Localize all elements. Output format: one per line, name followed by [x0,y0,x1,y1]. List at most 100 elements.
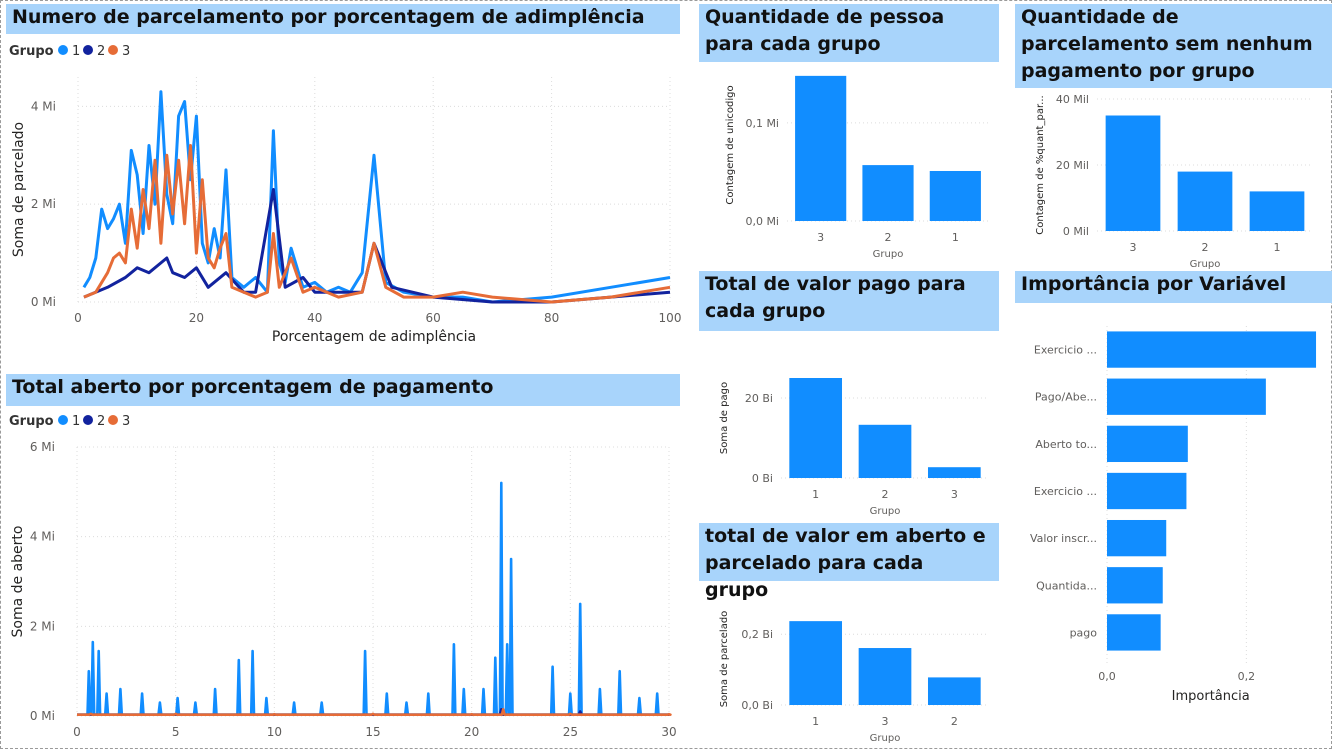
y-tick-label: Exercicio ... [1034,485,1097,498]
x-axis-label: Grupo [870,733,901,744]
bar-3 [795,75,847,221]
x-axis-label: Importância [1172,689,1250,704]
y-axis-label: Contagem de unicodigo [725,85,736,204]
panel-pessoas: Quantidade de pessoa para cada grupo 0,0… [699,4,999,266]
chart-title: Importância por Variável [1015,271,1332,303]
legend-entry: 1 [72,44,80,59]
legend-marker-3 [108,45,118,55]
x-tick-label: 1 [812,715,819,728]
y-tick-label: 0 Mi [31,295,56,309]
legend-title: Grupo [9,44,54,59]
legend: Grupo 1 2 3 [9,414,130,429]
legend: Grupo 1 2 3 [9,44,130,59]
x-tick-label: 1 [952,231,959,244]
bar-2 [927,677,981,705]
y-tick-label: 4 Mi [30,530,55,544]
y-tick-label: 2 Mi [30,619,55,633]
y-tick-label: 40 Mil [1056,93,1089,106]
chart-svg: 0 Mil 20 Mil 40 Mil 3 2 1 Grupo Contagem de %qu… [1035,93,1313,270]
panel-aberto-parcelado: total de valor em aberto e parcelado par… [699,523,999,745]
bar-variable [1107,378,1266,415]
series-line-2 [83,188,671,304]
panel-valor-pago: Total de valor pago para cada grupo 0 Bi… [699,271,999,523]
x-tick-label: 3 [951,488,958,501]
chart-title: Total aberto por porcentagem de pagament… [6,374,680,406]
x-tick-label: 3 [1130,241,1137,254]
y-tick-label: Quantida... [1036,579,1097,592]
x-tick-label: 25 [563,725,578,739]
y-tick-label: 0,0 Mi [745,215,779,228]
y-tick-label: 6 Mi [30,440,55,454]
legend-entry: 2 [97,44,105,59]
bar-variable [1107,331,1317,368]
legend-entry: 3 [122,44,130,59]
x-tick-label: 10 [267,725,282,739]
legend-marker-1 [58,415,68,425]
bar-1 [1249,191,1305,231]
panel-sem-pagamento: Quantidade de parcelamento sem nenhum pa… [1015,4,1332,270]
y-tick-label: pago [1070,626,1098,639]
bar-2 [862,165,914,221]
y-tick-label: 0,1 Mi [745,117,779,130]
legend-marker-3 [108,415,118,425]
x-tick-label: 2 [951,715,958,728]
y-tick-label: 0 Mi [30,709,55,723]
x-tick-label: 60 [426,311,441,325]
y-tick-label: 20 Mil [1056,159,1089,172]
chart-svg: Grupo 1 2 3 0 Mi 2 Mi 4 Mi 6 Mi 0 5 10 15 20 25 30 Soma… [9,414,677,739]
legend-entry: 1 [72,414,80,429]
x-tick-label: 0 [74,311,82,325]
y-tick-label: 0 Bi [752,472,773,485]
legend-entry: 2 [97,414,105,429]
bar-variable [1107,567,1163,604]
chart-svg: 0,0 Bi 0,2 Bi 1 3 2 Grupo Soma de parcelado [719,611,989,744]
chart-svg: 0,0 Mi 0,1 Mi 3 2 1 Grupo Contagem de unicodig… [725,75,989,260]
x-tick-label: 100 [659,311,682,325]
y-axis-label: Contagem de %quant_par... [1035,95,1046,234]
y-tick-label: 20 Bi [745,392,773,405]
y-tick-label: 0 Mil [1063,225,1089,238]
chart-title: Quantidade de pessoa para cada grupo [699,4,999,62]
x-tick-label: 0,0 [1098,670,1116,683]
series-line-3 [83,144,671,304]
x-axis-label: Porcentagem de adimplência [272,329,476,345]
x-axis-label: Grupo [870,506,901,517]
x-axis-label: Grupo [1190,259,1221,270]
chart-svg: 0 Bi 20 Bi 1 2 3 Grupo Soma de pago [719,378,989,517]
x-tick-label: 2 [885,231,892,244]
bar-variable [1107,614,1161,651]
x-tick-label: 40 [307,311,322,325]
x-tick-label: 1 [1274,241,1281,254]
legend-entry: 3 [122,414,130,429]
legend-marker-2 [83,415,93,425]
y-tick-label: Valor inscr... [1030,532,1097,545]
chart-svg: 0,0 0,2 Exercicio ... Pago/Abe... Aberto to.… [1030,326,1317,704]
x-tick-label: 1 [812,488,819,501]
bar-3 [858,648,912,705]
bar-2 [1177,171,1233,231]
bar-variable [1107,472,1187,510]
x-tick-label: 15 [365,725,380,739]
y-tick-label: 2 Mi [31,197,56,211]
y-tick-label: Aberto to... [1035,438,1097,451]
chart-title: Quantidade de parcelamento sem nenhum pa… [1015,4,1332,88]
panel-importancia: Importância por Variável 0,0 0,2 Exercicio… [1015,271,1332,745]
x-tick-label: 0,2 [1238,670,1256,683]
bar-1 [789,621,843,705]
y-tick-label: 4 Mi [31,99,56,113]
chart-title: Numero de parcelamento por porcentagem d… [6,4,680,34]
bar-2 [858,424,912,478]
panel-adimplencia: Numero de parcelamento por porcentagem d… [6,4,682,366]
bar-3 [927,467,981,478]
x-tick-label: 3 [882,715,889,728]
series-line-3 [77,708,672,716]
legend-marker-1 [58,45,68,55]
y-tick-label: Pago/Abe... [1035,391,1097,404]
series-line-1 [82,90,671,304]
x-tick-label: 20 [464,725,479,739]
y-tick-label: 0,0 Bi [741,699,773,712]
series-line-1 [77,481,669,716]
y-axis-label: Soma de parcelado [11,122,27,257]
y-axis-label: Soma de aberto [10,526,26,638]
